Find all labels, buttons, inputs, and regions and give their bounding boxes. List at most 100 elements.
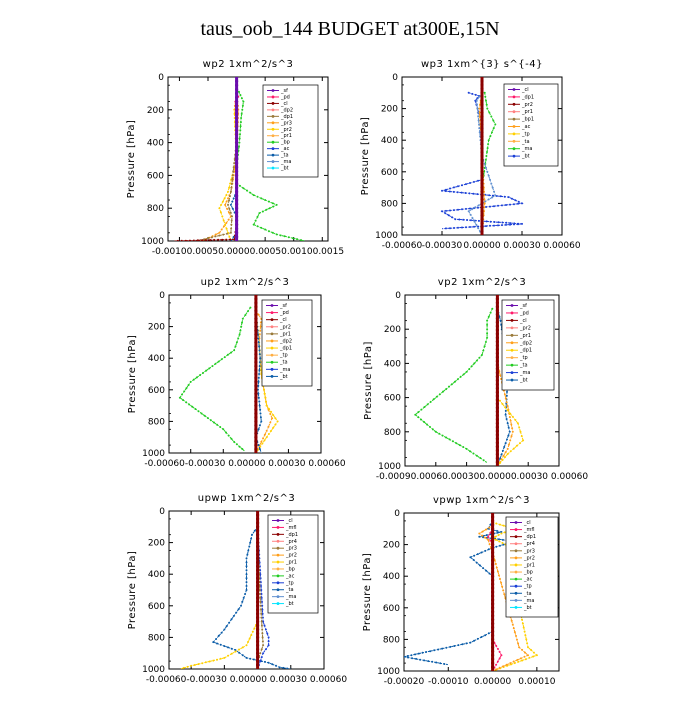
series-point <box>509 662 512 665</box>
series-point <box>444 212 447 215</box>
series-point <box>516 422 519 425</box>
series-point <box>254 380 258 384</box>
series-point <box>491 519 495 523</box>
series-point <box>486 107 489 110</box>
series-point <box>480 134 484 138</box>
series-point <box>211 365 214 368</box>
series-point <box>269 413 272 415</box>
series-point <box>483 206 486 209</box>
series-point <box>520 435 523 438</box>
legend-entry: _ma <box>521 146 532 152</box>
series-point <box>495 336 499 340</box>
series-point <box>501 542 504 544</box>
series-point <box>252 223 255 226</box>
series-point <box>235 124 239 128</box>
series-point <box>495 340 499 344</box>
legend-swatch-marker <box>276 588 280 592</box>
legend: _sf_pd_cl_pr2_pr1_dp2 _dp1_tp_ta_ma_bt <box>261 299 313 387</box>
series-point <box>256 655 260 659</box>
series-point <box>267 644 270 647</box>
series-line-ta <box>404 520 515 666</box>
legend-entry: _sf <box>279 303 287 309</box>
series-point <box>291 237 294 240</box>
series-point <box>264 628 267 631</box>
series-point <box>495 351 499 355</box>
legend-entry: _ta <box>280 153 289 159</box>
series-point <box>486 328 489 331</box>
series-point <box>512 660 515 663</box>
series-group <box>414 295 525 466</box>
series-point <box>524 658 527 661</box>
series-point <box>473 225 475 228</box>
y-tick-label: 800 <box>381 199 398 209</box>
series-point <box>441 434 444 437</box>
series-point <box>256 513 260 517</box>
legend-entry: _pr2 <box>519 325 531 331</box>
legend-swatch-marker <box>512 117 516 121</box>
series-point <box>240 117 243 119</box>
series-point <box>215 233 217 236</box>
legend-entry: _bp <box>523 570 533 576</box>
series-point <box>259 600 262 603</box>
series-point <box>467 210 470 213</box>
series-point <box>257 376 260 379</box>
series-point <box>227 218 230 221</box>
series-point <box>489 220 492 223</box>
series-point <box>442 390 444 393</box>
series-point <box>246 310 249 313</box>
series-point <box>235 206 239 210</box>
series-point <box>441 647 444 650</box>
series-point <box>254 368 258 372</box>
series-point <box>225 200 228 203</box>
series-point <box>491 543 495 547</box>
legend-entry: _cl <box>523 520 531 526</box>
series-point <box>235 210 239 214</box>
series-point <box>491 582 495 586</box>
series-line-pr2 <box>497 397 524 466</box>
series-point <box>272 414 275 417</box>
series-point <box>256 639 260 644</box>
series-point <box>263 388 265 391</box>
series-point <box>245 577 248 580</box>
series-point <box>495 425 499 429</box>
series-point <box>504 406 507 409</box>
series-point <box>235 218 239 223</box>
series-point <box>254 317 258 321</box>
x-tick-label: 0.00030 <box>503 241 540 251</box>
series-point <box>484 95 487 98</box>
series-point <box>176 239 179 241</box>
legend-entry: _sf <box>280 88 288 94</box>
y-tick-label: 1000 <box>141 237 164 247</box>
series-point <box>495 316 499 320</box>
series-point <box>245 565 248 568</box>
series-point <box>480 79 484 83</box>
series-point <box>216 423 219 426</box>
series-point <box>495 441 499 445</box>
series-point <box>495 297 499 301</box>
series-point <box>244 314 247 316</box>
series-point <box>406 655 409 657</box>
legend-entry: _bp1 <box>521 117 534 123</box>
series-point <box>423 659 426 662</box>
series-point <box>480 122 484 126</box>
series-point <box>476 107 479 110</box>
series-point <box>267 661 270 664</box>
series-point <box>257 341 260 344</box>
x-tick-labels: -0.00090.00060.000300.00000.00030 0.0006… <box>376 472 589 482</box>
series-point <box>495 308 499 313</box>
series-point <box>268 200 270 203</box>
series-point <box>192 239 195 241</box>
y-tick-label: 800 <box>147 204 164 214</box>
legend-swatch-marker <box>276 574 280 578</box>
series-point <box>462 218 465 221</box>
series-point <box>445 388 448 391</box>
series-point <box>254 297 258 301</box>
series-point <box>495 566 498 569</box>
series-point <box>228 195 231 198</box>
series-point <box>235 202 239 206</box>
series-point <box>495 363 499 367</box>
series-point <box>453 380 456 383</box>
series-point <box>477 204 480 207</box>
series-point <box>190 664 193 667</box>
series-point <box>480 229 484 233</box>
